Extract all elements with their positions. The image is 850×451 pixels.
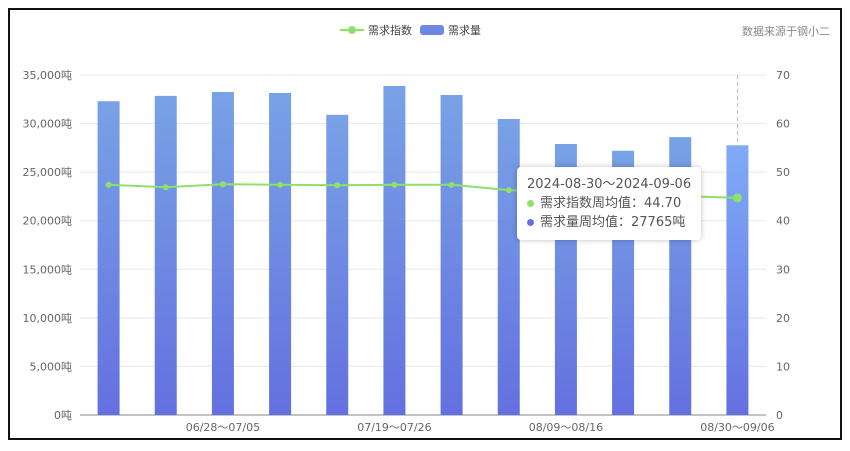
bar xyxy=(440,95,463,416)
legend: 需求指数 需求量 xyxy=(340,22,481,38)
left-tick-label: 15,000吨 xyxy=(23,263,73,276)
bar xyxy=(383,85,406,415)
index-point xyxy=(105,181,112,188)
legend-item-bar[interactable]: 需求量 xyxy=(420,22,481,38)
left-tick-label: 10,000吨 xyxy=(23,312,73,325)
bar xyxy=(497,119,520,416)
right-tick-label: 0 xyxy=(776,409,783,422)
left-tick-label: 25,000吨 xyxy=(23,166,73,179)
x-tick-label: 06/28～07/05 xyxy=(186,421,260,434)
data-source: 数据来源于钢小二 xyxy=(742,25,830,38)
x-tick-label: 08/09～08/16 xyxy=(529,421,603,434)
bar xyxy=(211,92,234,415)
bar xyxy=(326,114,349,415)
chart-frame xyxy=(8,8,842,440)
legend-item-line[interactable]: 需求指数 xyxy=(340,22,412,38)
right-tick-label: 70 xyxy=(776,69,790,82)
left-tick-label: 35,000吨 xyxy=(23,69,73,82)
bar xyxy=(726,145,749,416)
index-point xyxy=(162,184,169,191)
bar xyxy=(154,95,177,415)
right-tick-label: 60 xyxy=(776,118,790,131)
right-tick-label: 40 xyxy=(776,215,790,228)
index-point xyxy=(219,181,226,188)
x-tick-label: 08/30～09/06 xyxy=(700,421,774,434)
index-point xyxy=(391,181,398,188)
index-point xyxy=(277,181,284,188)
index-point xyxy=(732,193,742,203)
left-tick-label: 0吨 xyxy=(54,409,72,422)
right-tick-label: 30 xyxy=(776,263,790,276)
left-tick-label: 30,000吨 xyxy=(23,118,73,131)
index-point xyxy=(505,187,512,194)
x-tick-label: 07/19～07/26 xyxy=(357,421,431,434)
tooltip-title: 2024-08-30～2024-09-06 xyxy=(527,177,692,192)
index-point xyxy=(448,181,455,188)
bar-dot-icon xyxy=(527,219,534,226)
index-point xyxy=(334,182,341,189)
right-tick-label: 20 xyxy=(776,312,790,325)
bar xyxy=(269,92,292,415)
right-tick-label: 10 xyxy=(776,360,790,373)
tooltip: 2024-08-30～2024-09-06 需求指数周均值：44.70 需求量周… xyxy=(517,167,702,240)
right-tick-label: 50 xyxy=(776,166,790,179)
tooltip-bar-value: 需求量周均值：27765吨 xyxy=(540,215,686,230)
left-tick-label: 5,000吨 xyxy=(30,360,73,373)
tooltip-line-value: 需求指数周均值：44.70 xyxy=(540,196,682,211)
legend-line-label: 需求指数 xyxy=(368,24,412,37)
left-tick-label: 20,000吨 xyxy=(23,215,73,228)
legend-bar-label: 需求量 xyxy=(448,24,481,37)
line-dot-icon xyxy=(527,200,534,207)
bar xyxy=(97,101,120,415)
